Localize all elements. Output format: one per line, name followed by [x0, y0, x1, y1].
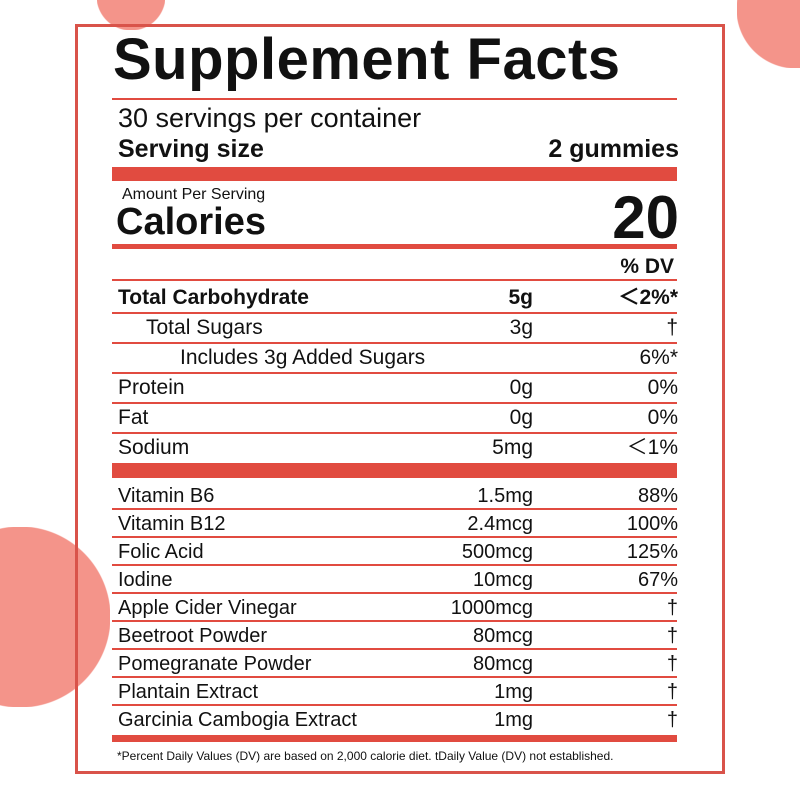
- ingredient-amount: 500mcg: [461, 541, 533, 563]
- nutrient-dv: ＜1%: [626, 436, 678, 459]
- nutrient-name: Total Sugars: [146, 316, 263, 339]
- ingredient-amount: 2.4mcg: [467, 513, 533, 535]
- row-divider: [112, 648, 677, 650]
- ingredient-amount: 1mg: [494, 709, 533, 731]
- footnote: *Percent Daily Values (DV) are based on …: [117, 749, 614, 763]
- ingredient-row: Garcinia Cambogia Extract 1mg †: [118, 706, 678, 734]
- ingredient-row: Vitamin B12 2.4mcg 100%: [118, 510, 678, 538]
- serving-size-label: Serving size: [118, 135, 264, 163]
- ingredient-dv: †: [666, 709, 678, 731]
- row-divider: [112, 402, 677, 404]
- nutrient-name: Includes 3g Added Sugars: [180, 346, 426, 369]
- nutrient-dv: †: [666, 316, 678, 339]
- ingredient-row: Apple Cider Vinegar 1000mcg †: [118, 594, 678, 622]
- ingredient-amount: 1mg: [494, 681, 533, 703]
- nutrient-amount: 0g: [509, 376, 533, 399]
- nutrient-dv: 0%: [647, 406, 678, 429]
- nutrient-name: Sodium: [118, 436, 190, 459]
- row-divider: [112, 620, 677, 622]
- ingredient-dv: 125%: [626, 541, 678, 563]
- row-divider: [112, 592, 677, 594]
- servings-per-container: 30 servings per container: [118, 103, 422, 133]
- ingredient-name: Pomegranate Powder: [118, 653, 312, 675]
- nutrient-row: Total Sugars 3g †: [118, 314, 678, 342]
- ingredient-dv: †: [666, 625, 678, 647]
- ingredient-row: Pomegranate Powder 80mcg †: [118, 650, 678, 678]
- ingredient-name: Vitamin B12: [118, 513, 226, 535]
- calories-label: Calories: [116, 201, 266, 243]
- nutrient-dv: ＜2%*: [618, 286, 678, 309]
- divider: [112, 279, 677, 281]
- ingredient-dv: †: [666, 597, 678, 619]
- supplement-facts-panel: [75, 24, 725, 774]
- row-divider: [112, 564, 677, 566]
- ingredient-row: Iodine 10mcg 67%: [118, 566, 678, 594]
- ingredient-name: Plantain Extract: [118, 681, 259, 703]
- ingredient-dv: †: [666, 681, 678, 703]
- ingredient-dv: †: [666, 653, 678, 675]
- dv-header: % DV: [620, 255, 674, 278]
- row-divider: [112, 372, 677, 374]
- calories-value: 20: [612, 184, 679, 251]
- nutrient-amount: 0g: [509, 406, 533, 429]
- nutrient-amount: 5mg: [492, 436, 533, 459]
- ingredient-name: Folic Acid: [118, 541, 204, 563]
- nutrient-amount: 3g: [509, 316, 533, 339]
- row-divider: [112, 676, 677, 678]
- row-divider: [112, 704, 677, 706]
- ingredient-amount: 10mcg: [472, 569, 533, 591]
- nutrient-amount: 5g: [508, 286, 533, 309]
- ingredient-row: Vitamin B6 1.5mg 88%: [118, 482, 678, 510]
- thick-divider: [112, 463, 677, 478]
- row-divider: [112, 536, 677, 538]
- divider: [112, 98, 677, 100]
- nutrient-row: Sodium 5mg ＜1%: [118, 434, 678, 462]
- divider: [112, 244, 677, 249]
- ingredient-row: Folic Acid 500mcg 125%: [118, 538, 678, 566]
- ingredient-name: Vitamin B6: [118, 485, 215, 507]
- nutrient-dv: 0%: [647, 376, 678, 399]
- ingredient-amount: 80mcg: [472, 653, 533, 675]
- panel-title: Supplement Facts: [113, 27, 621, 92]
- row-divider: [112, 432, 677, 434]
- ingredient-dv: 100%: [626, 513, 678, 535]
- nutrient-row: Fat 0g 0%: [118, 404, 678, 432]
- row-divider: [112, 312, 677, 314]
- ingredient-name: Beetroot Powder: [118, 625, 267, 647]
- ingredient-row: Plantain Extract 1mg †: [118, 678, 678, 706]
- bottom-divider: [112, 735, 677, 742]
- nutrient-name: Total Carbohydrate: [118, 286, 309, 309]
- decor-circle-left: [0, 527, 110, 707]
- serving-size-value: 2 gummies: [548, 135, 679, 163]
- ingredient-name: Iodine: [118, 569, 173, 591]
- thick-divider: [112, 167, 677, 181]
- ingredient-name: Garcinia Cambogia Extract: [118, 709, 357, 731]
- ingredient-dv: 67%: [637, 569, 678, 591]
- nutrient-dv: 6%*: [639, 346, 678, 369]
- ingredient-amount: 80mcg: [472, 625, 533, 647]
- row-divider: [112, 342, 677, 344]
- nutrient-row: Total Carbohydrate 5g ＜2%*: [118, 284, 678, 312]
- ingredient-amount: 1000mcg: [450, 597, 533, 619]
- nutrient-row: Protein 0g 0%: [118, 374, 678, 402]
- nutrient-name: Protein: [118, 376, 185, 399]
- ingredient-amount: 1.5mg: [477, 485, 533, 507]
- ingredient-name: Apple Cider Vinegar: [118, 597, 297, 619]
- ingredient-row: Beetroot Powder 80mcg †: [118, 622, 678, 650]
- row-divider: [112, 508, 677, 510]
- nutrient-name: Fat: [118, 406, 149, 429]
- ingredient-dv: 88%: [637, 485, 678, 507]
- nutrient-row: Includes 3g Added Sugars 6%*: [118, 344, 678, 372]
- decor-circle-top-right: [737, 0, 800, 68]
- amount-per-serving: Amount Per Serving: [122, 186, 266, 203]
